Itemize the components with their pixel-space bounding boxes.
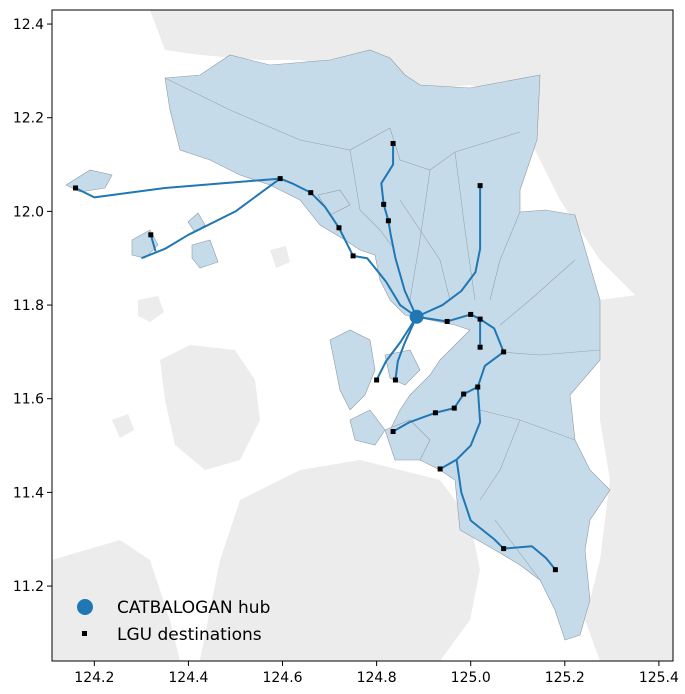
biliran-island — [160, 345, 260, 470]
small-island-3 — [270, 246, 290, 268]
boundary-line — [499, 349, 601, 356]
island-cluster-f — [329, 329, 376, 411]
lgu-destination-marker — [432, 410, 438, 416]
y-tick-label: 12.4 — [13, 17, 44, 33]
y-tick-label: 11.8 — [13, 298, 44, 314]
route-line — [352, 254, 418, 318]
route-line — [503, 545, 557, 571]
lgu-destination-marker — [552, 567, 558, 573]
province-mainland — [164, 49, 611, 641]
route-line — [310, 191, 340, 229]
route-line — [439, 386, 482, 470]
lgu-destination-marker — [73, 185, 79, 191]
route-line — [455, 459, 505, 550]
island-cluster-h — [349, 409, 386, 446]
route-line — [416, 185, 482, 318]
y-axis-ticks: 11.2 11.4 11.6 11.8 12.0 12.2 12.4 — [13, 17, 52, 595]
lgu-destination-marker — [308, 190, 314, 196]
lgu-destination-marker — [390, 429, 396, 435]
lgu-destination-marker — [477, 183, 483, 189]
y-tick-label: 12.0 — [13, 204, 44, 220]
eastern-samar-land — [585, 290, 673, 661]
lgu-destination-marker — [451, 405, 457, 411]
lgu-destination-marker — [381, 201, 387, 207]
northern-land — [150, 10, 673, 300]
island-west-c — [187, 212, 206, 233]
route-line — [141, 177, 281, 260]
lgu-destination-marker — [501, 546, 507, 552]
lgu-destination-marker — [390, 140, 396, 146]
lgu-destination-marker — [385, 218, 391, 224]
y-tick-label: 11.2 — [13, 579, 44, 595]
island-cluster-g — [384, 349, 421, 386]
boundary-line — [494, 519, 541, 581]
route-line — [375, 316, 418, 381]
lgu-destination-marker — [277, 176, 283, 182]
route-line — [435, 407, 455, 414]
small-island-1 — [138, 296, 164, 322]
x-tick-label: 124.6 — [262, 670, 302, 686]
boundary-line — [399, 199, 451, 301]
route-line — [479, 318, 505, 353]
x-axis-ticks: 124.2 124.4 124.6 124.8 125.0 125.2 125.4 — [74, 661, 679, 686]
lgu-destination-marker — [374, 377, 380, 383]
catbalogan-hub-marker — [409, 309, 424, 324]
route-line — [392, 411, 436, 433]
route-line — [387, 220, 418, 318]
x-tick-label: 125.2 — [545, 670, 585, 686]
route-line — [279, 177, 312, 194]
x-tick-label: 125.4 — [639, 670, 679, 686]
lgu-destination-marker — [468, 311, 474, 317]
boundary-line — [499, 259, 576, 326]
lgu-destination-marker — [350, 253, 356, 259]
legend-hub-marker — [77, 599, 93, 615]
x-tick-label: 124.2 — [74, 670, 114, 686]
lgu-destination-marker — [461, 391, 467, 397]
axes-frame — [51, 9, 674, 662]
boundary-line — [409, 169, 431, 301]
small-island-2 — [112, 414, 134, 438]
route-line — [394, 316, 418, 381]
municipal-boundaries — [164, 77, 601, 581]
boundary-line — [479, 419, 521, 501]
legend: CATBALOGAN hub LGU destinations — [77, 598, 270, 645]
hub-marker-layer — [409, 309, 424, 324]
leyte-land — [200, 460, 480, 661]
route-line — [75, 177, 281, 199]
boundary-line — [489, 211, 521, 301]
lgu-destination-marker — [437, 466, 443, 472]
y-tick-label: 11.6 — [13, 392, 44, 408]
route-line — [380, 143, 395, 205]
x-tick-label: 124.4 — [168, 670, 208, 686]
lgu-destination-marker — [475, 384, 481, 390]
routes-layer — [75, 143, 557, 571]
y-tick-label: 11.4 — [13, 485, 44, 501]
western-land — [52, 540, 180, 661]
y-tick-label: 12.2 — [13, 111, 44, 127]
island-west-d — [191, 239, 219, 269]
x-tick-label: 125.0 — [451, 670, 491, 686]
lgu-markers-layer — [73, 140, 558, 573]
boundary-line — [164, 77, 391, 151]
legend-lgu-label: LGU destinations — [117, 625, 262, 645]
legend-hub-label: CATBALOGAN hub — [117, 598, 270, 618]
legend-lgu-marker — [82, 631, 87, 636]
lgu-destination-marker — [501, 349, 507, 355]
map-area — [52, 10, 673, 661]
route-line — [382, 204, 390, 222]
lgu-destination-marker — [148, 232, 154, 238]
boundary-line — [349, 149, 396, 251]
x-tick-label: 124.8 — [357, 670, 397, 686]
lgu-destination-marker — [392, 377, 398, 383]
route-line — [446, 313, 471, 323]
lgu-destination-marker — [477, 316, 483, 322]
route-line — [149, 234, 157, 252]
lgu-destination-marker — [477, 344, 483, 350]
route-line — [338, 227, 354, 257]
route-line — [476, 351, 505, 388]
lgu-destination-marker — [336, 225, 342, 231]
lgu-destination-marker — [444, 318, 450, 324]
